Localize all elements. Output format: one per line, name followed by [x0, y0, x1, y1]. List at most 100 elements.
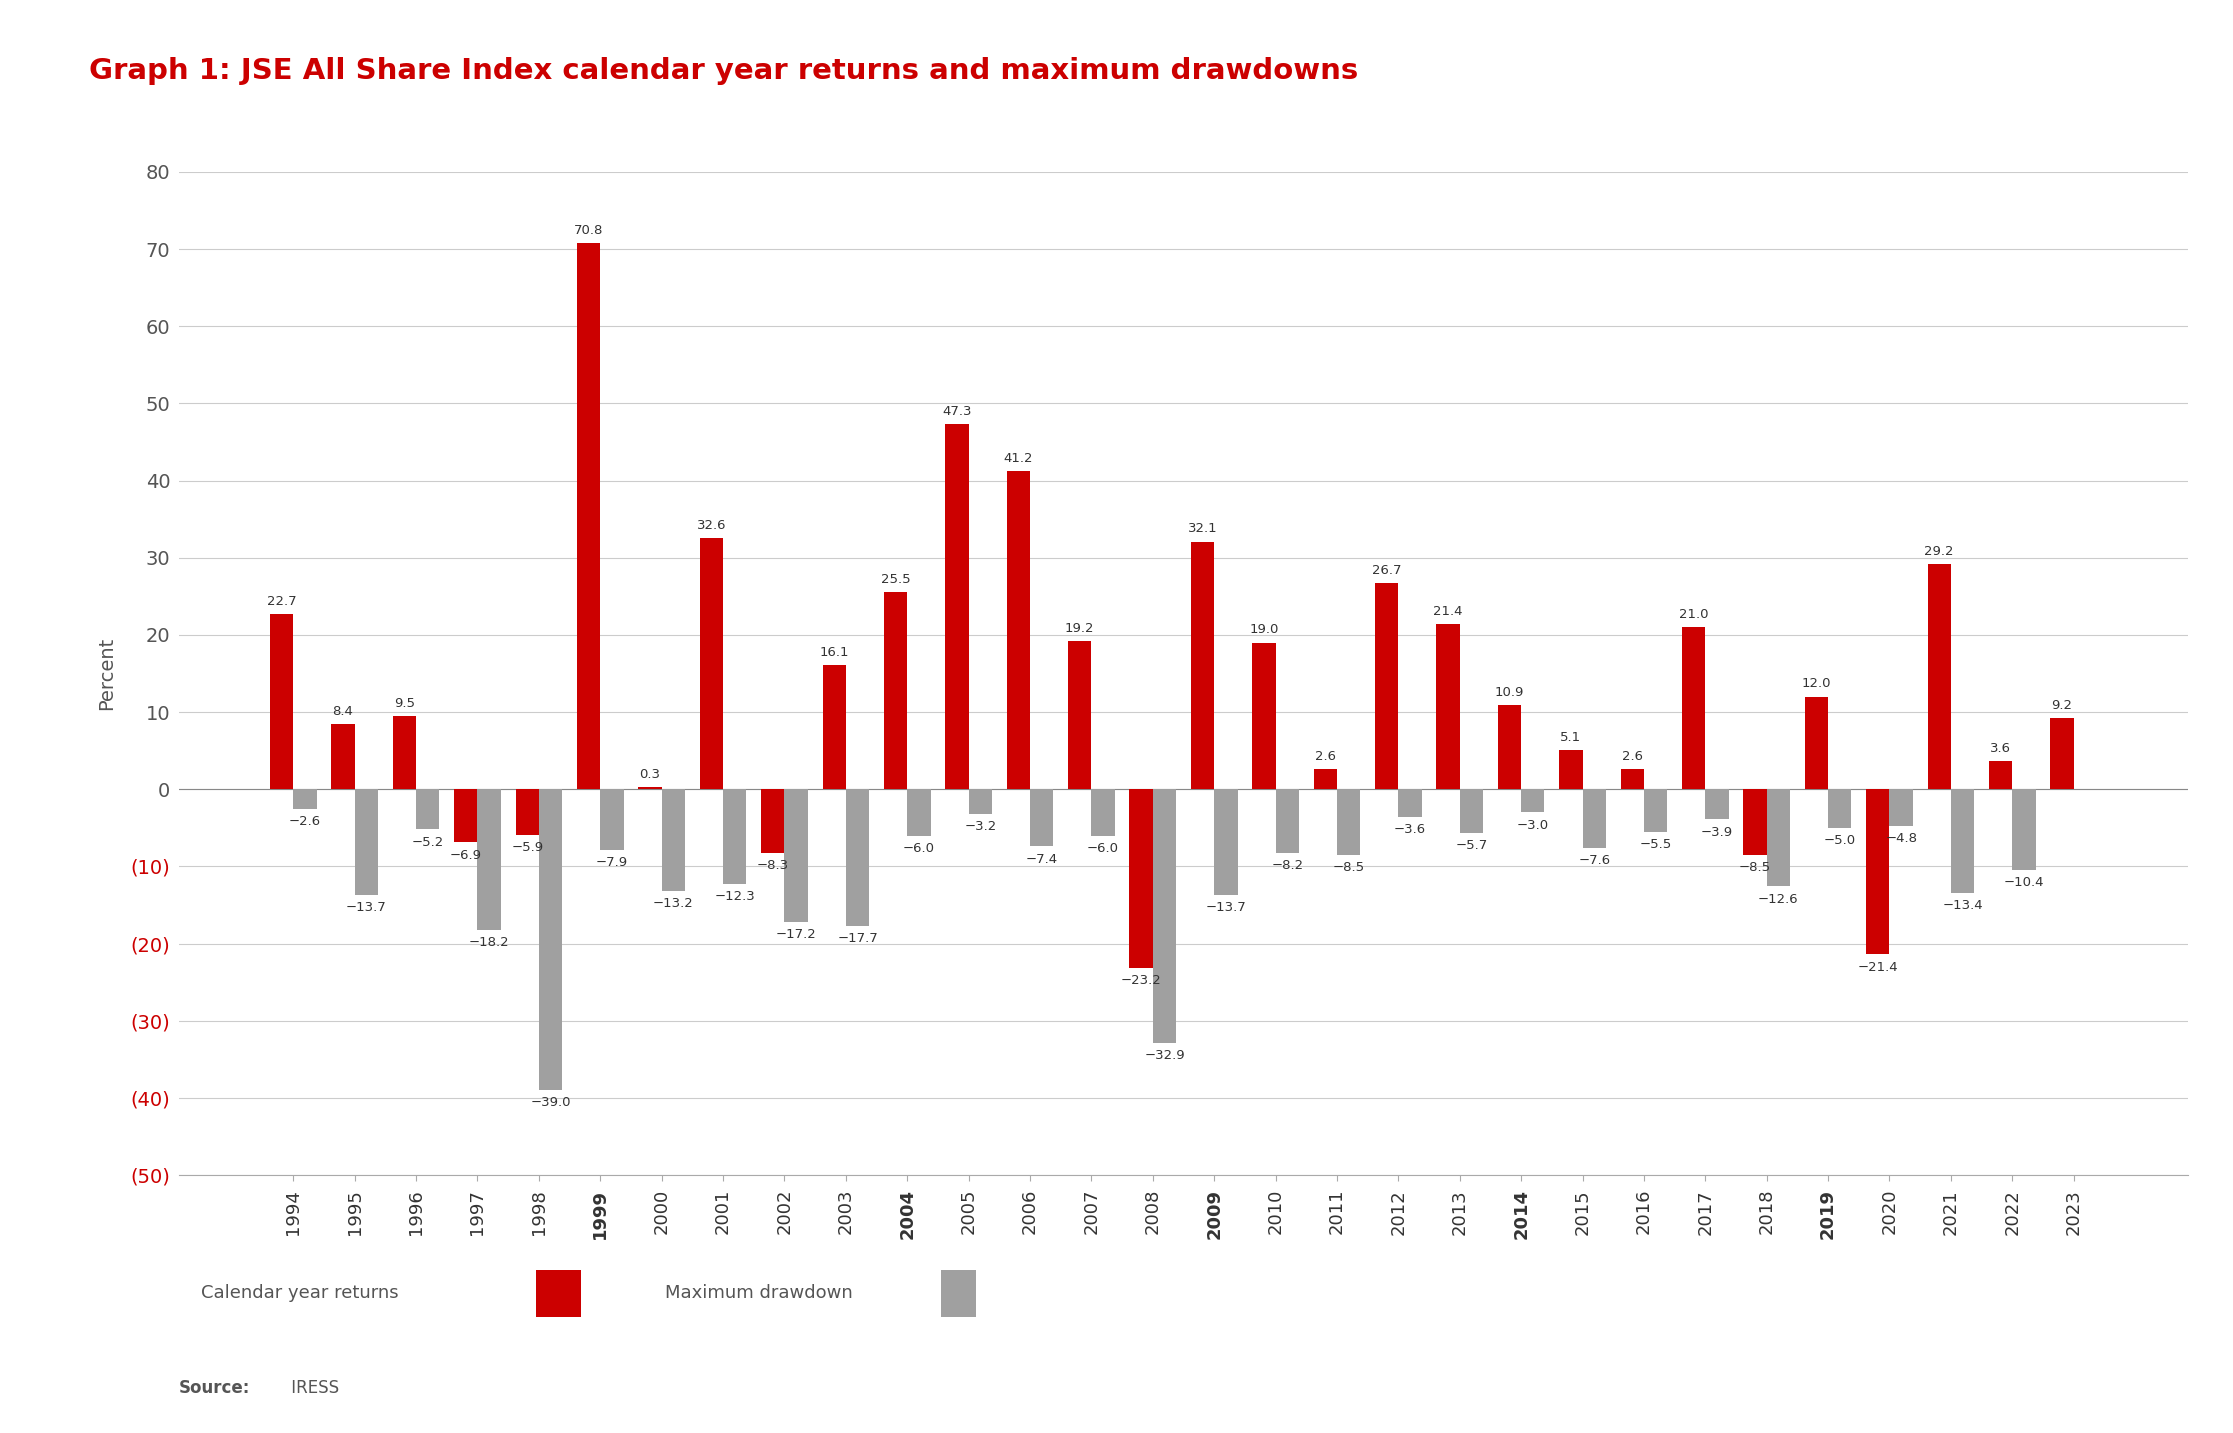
Bar [1889, 790, 1914, 827]
Text: −5.5: −5.5 [1639, 838, 1673, 851]
Text: 19.0: 19.0 [1248, 623, 1280, 636]
Text: 3.6: 3.6 [1990, 742, 2012, 755]
Text: −17.2: −17.2 [775, 929, 817, 941]
Bar [1376, 583, 1398, 790]
Y-axis label: Percent: Percent [98, 636, 116, 711]
Bar [945, 424, 969, 790]
Text: Maximum drawdown: Maximum drawdown [665, 1284, 853, 1303]
Text: −3.2: −3.2 [965, 820, 996, 833]
Text: 2.6: 2.6 [1315, 749, 1335, 762]
Bar [1007, 471, 1029, 790]
Bar [1338, 790, 1360, 856]
Text: −5.9: −5.9 [511, 841, 543, 854]
Text: 70.8: 70.8 [574, 224, 603, 236]
Text: −10.4: −10.4 [2003, 876, 2043, 888]
Bar [1681, 628, 1706, 790]
Bar [846, 790, 869, 926]
Bar [1498, 705, 1521, 790]
Text: −2.6: −2.6 [288, 815, 322, 828]
Bar [884, 592, 907, 790]
Bar [1313, 770, 1338, 790]
Bar [969, 790, 991, 814]
Bar [2012, 790, 2036, 870]
Text: −5.2: −5.2 [411, 835, 444, 848]
Text: 10.9: 10.9 [1494, 686, 1525, 699]
Text: 19.2: 19.2 [1065, 622, 1094, 635]
Text: −7.9: −7.9 [596, 857, 627, 870]
Text: 32.6: 32.6 [697, 519, 726, 532]
Bar [1436, 625, 1460, 790]
Bar [1766, 790, 1791, 887]
Bar [1130, 790, 1152, 969]
Text: 21.0: 21.0 [1679, 608, 1708, 620]
Text: −8.5: −8.5 [1740, 861, 1771, 874]
Text: −13.2: −13.2 [652, 897, 694, 910]
Text: −5.0: −5.0 [1824, 834, 1856, 847]
Text: 22.7: 22.7 [266, 595, 297, 608]
Text: −39.0: −39.0 [529, 1096, 572, 1109]
Text: −18.2: −18.2 [469, 936, 509, 949]
Bar [661, 790, 686, 891]
Bar [1583, 790, 1606, 848]
Bar [1152, 790, 1177, 1043]
Bar [1521, 790, 1545, 813]
Bar [293, 790, 317, 810]
Text: −6.0: −6.0 [1087, 841, 1119, 854]
Text: 12.0: 12.0 [1802, 678, 1831, 691]
Bar [907, 790, 931, 835]
Bar [270, 615, 293, 790]
Bar [538, 790, 563, 1091]
Bar [1067, 641, 1092, 790]
Bar [761, 790, 784, 853]
Bar [2050, 718, 2074, 790]
Text: 9.2: 9.2 [2052, 699, 2072, 712]
Bar [478, 790, 500, 930]
Text: −4.8: −4.8 [1885, 833, 1918, 845]
Bar [1927, 565, 1952, 790]
Bar [1621, 770, 1643, 790]
Text: −13.7: −13.7 [346, 901, 386, 914]
Bar [1190, 542, 1215, 790]
Bar [1829, 790, 1851, 828]
Text: 25.5: 25.5 [880, 573, 911, 586]
Text: −17.7: −17.7 [837, 931, 878, 944]
Bar [1215, 790, 1237, 896]
Text: −7.6: −7.6 [1579, 854, 1610, 867]
Text: 41.2: 41.2 [1003, 453, 1034, 466]
Bar [355, 790, 377, 896]
Text: −23.2: −23.2 [1121, 974, 1161, 987]
Text: −13.7: −13.7 [1206, 901, 1246, 914]
Text: 26.7: 26.7 [1371, 565, 1402, 577]
Text: 16.1: 16.1 [820, 646, 849, 659]
Bar [639, 787, 661, 790]
Bar [1804, 696, 1829, 790]
Bar [1706, 790, 1728, 820]
Text: −32.9: −32.9 [1143, 1049, 1186, 1062]
Bar [536, 1270, 581, 1317]
Bar [1952, 790, 1974, 893]
Text: 47.3: 47.3 [942, 406, 971, 418]
Text: −7.4: −7.4 [1025, 853, 1058, 866]
Text: −5.7: −5.7 [1456, 840, 1487, 853]
Bar [576, 244, 601, 790]
Text: −6.9: −6.9 [449, 848, 482, 861]
Bar [1990, 761, 2012, 790]
Text: 32.1: 32.1 [1188, 523, 1217, 536]
Bar [822, 665, 846, 790]
Bar [1643, 790, 1668, 831]
Text: −3.6: −3.6 [1393, 823, 1427, 837]
Bar [393, 716, 415, 790]
Bar [1275, 790, 1300, 853]
Bar [1092, 790, 1114, 835]
Text: −13.4: −13.4 [1943, 898, 1983, 911]
Bar [1253, 642, 1275, 790]
Bar [699, 537, 723, 790]
Text: −8.3: −8.3 [757, 860, 788, 873]
Bar [784, 790, 808, 921]
Bar [723, 790, 746, 884]
Bar [940, 1270, 976, 1317]
Text: 29.2: 29.2 [1925, 545, 1954, 557]
Bar [1867, 790, 1889, 954]
Text: −12.6: −12.6 [1757, 893, 1800, 906]
Text: −12.3: −12.3 [715, 890, 755, 903]
